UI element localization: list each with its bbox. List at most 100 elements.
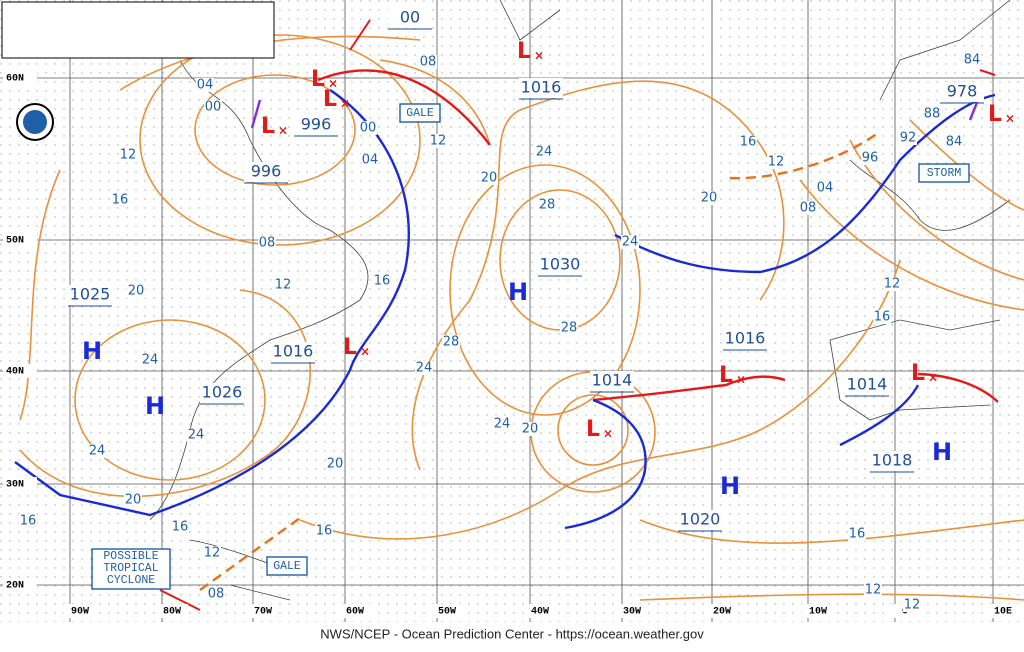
isobar-label: 08 [420, 55, 437, 70]
isobar-label: 24 [622, 235, 639, 250]
lat-label-box [3, 364, 37, 378]
center-pressure: 978 [947, 82, 978, 101]
dot-grid [0, 0, 1024, 622]
isobar-label: 96 [862, 151, 879, 166]
isobar-label: 12 [904, 598, 921, 613]
isobar-label: 88 [924, 107, 941, 122]
isobar-label-bg [493, 417, 511, 431]
center-pressure: 1018 [872, 451, 913, 470]
longitude-label: 60W [346, 607, 364, 618]
isobar-label: 12 [768, 155, 785, 170]
isobar-label: 16 [849, 527, 866, 542]
noaa-logo [16, 103, 54, 141]
isobar-label-bg [207, 587, 225, 601]
longitude-label: 0 [902, 607, 908, 618]
pressure-bg [68, 285, 112, 305]
pressure-bg [723, 329, 767, 349]
lon-label-box [156, 604, 188, 618]
warning-label: TROPICAL [103, 562, 158, 575]
isobar-label: 24 [142, 353, 159, 368]
isobar-label-bg [415, 361, 433, 375]
latitude-label: 30N [6, 480, 24, 491]
isobar-label-bg [315, 524, 333, 538]
isobar-label: 84 [946, 135, 963, 150]
isobar-label: 00 [205, 100, 222, 115]
isobar-label: 16 [172, 520, 189, 535]
longitude-label: 10E [994, 607, 1012, 618]
lon-label-box [247, 604, 279, 618]
isobar-label-bg [700, 191, 718, 205]
center-pressure: 996 [251, 162, 282, 181]
isobar-label-bg [442, 335, 460, 349]
center-pressure: 1016 [273, 342, 314, 361]
isobar-label-bg [204, 100, 222, 114]
center-pressure: 1026 [202, 383, 243, 402]
warning-box [91, 548, 171, 590]
pressure-bg [244, 162, 288, 182]
center-pressure: 1016 [521, 78, 562, 97]
longitude-label: 80W [163, 607, 181, 618]
center-pressure: 1016 [725, 329, 766, 348]
isobar-label: 84 [964, 53, 981, 68]
isobar-label: 28 [443, 335, 460, 350]
isobar-label: 20 [701, 191, 718, 206]
isobar-label: 12 [865, 583, 882, 598]
low-symbol: L [586, 417, 600, 442]
pressure-bg [271, 342, 315, 362]
low-cross: × [1005, 112, 1015, 126]
isobar-label-bg [203, 546, 221, 560]
low-cross: × [534, 49, 544, 63]
isobar-label-bg [111, 193, 129, 207]
isobar-label-bg [739, 135, 757, 149]
isobar-label-bg [258, 236, 276, 250]
center-pressure: 00 [400, 8, 420, 27]
longitude-label: 50W [438, 607, 456, 618]
warning-box [266, 556, 308, 576]
isobar-label: 12 [884, 277, 901, 292]
isobar-label: 16 [20, 514, 37, 529]
isobar-label-bg [799, 201, 817, 215]
isobar-label: 20 [481, 171, 498, 186]
isobar-label: 08 [208, 587, 225, 602]
high-symbol: H [720, 472, 740, 500]
isobar-label-bg [767, 155, 785, 169]
isobar-label: 28 [539, 198, 556, 213]
latitude-label: 40N [6, 367, 24, 378]
warning-label: GALE [406, 107, 434, 120]
lon-label-box [616, 604, 648, 618]
isobar-label: 28 [561, 321, 578, 336]
warning-label: POSSIBLE [103, 550, 158, 563]
isobar-label-bg [480, 171, 498, 185]
low-symbol: L [311, 67, 325, 92]
isobar-label-bg [864, 583, 882, 597]
pressure-bg [519, 78, 563, 98]
isobar-label: 20 [522, 422, 539, 437]
lat-label-box [3, 477, 37, 491]
isobar-label-bg [127, 284, 145, 298]
isobar-label-bg [621, 235, 639, 249]
longitude-label: 70W [254, 607, 272, 618]
isobar-label: 24 [536, 145, 553, 160]
isobar-label: 24 [89, 444, 106, 459]
center-pressure: 1030 [540, 255, 581, 274]
lat-label-box [3, 71, 37, 85]
low-symbol: L [988, 102, 1002, 127]
isobar-label-bg [816, 181, 834, 195]
isobar-label-bg [521, 422, 539, 436]
isobar-label-bg [373, 274, 391, 288]
isobar-label-bg [196, 78, 214, 92]
lon-label-box [431, 604, 463, 618]
isobar-label-bg [187, 428, 205, 442]
high-symbol: H [932, 438, 952, 466]
low-symbol: L [343, 335, 357, 360]
isobar-label: 24 [494, 417, 511, 432]
low-cross: × [328, 77, 338, 91]
isobar-label: 12 [120, 148, 137, 163]
longitude-label: 20W [713, 607, 731, 618]
isobar-label: 16 [740, 135, 757, 150]
low-cross: × [736, 373, 746, 387]
isobar-label: 16 [112, 193, 129, 208]
lon-label-box [524, 604, 556, 618]
longitude-label: 90W [71, 607, 89, 618]
